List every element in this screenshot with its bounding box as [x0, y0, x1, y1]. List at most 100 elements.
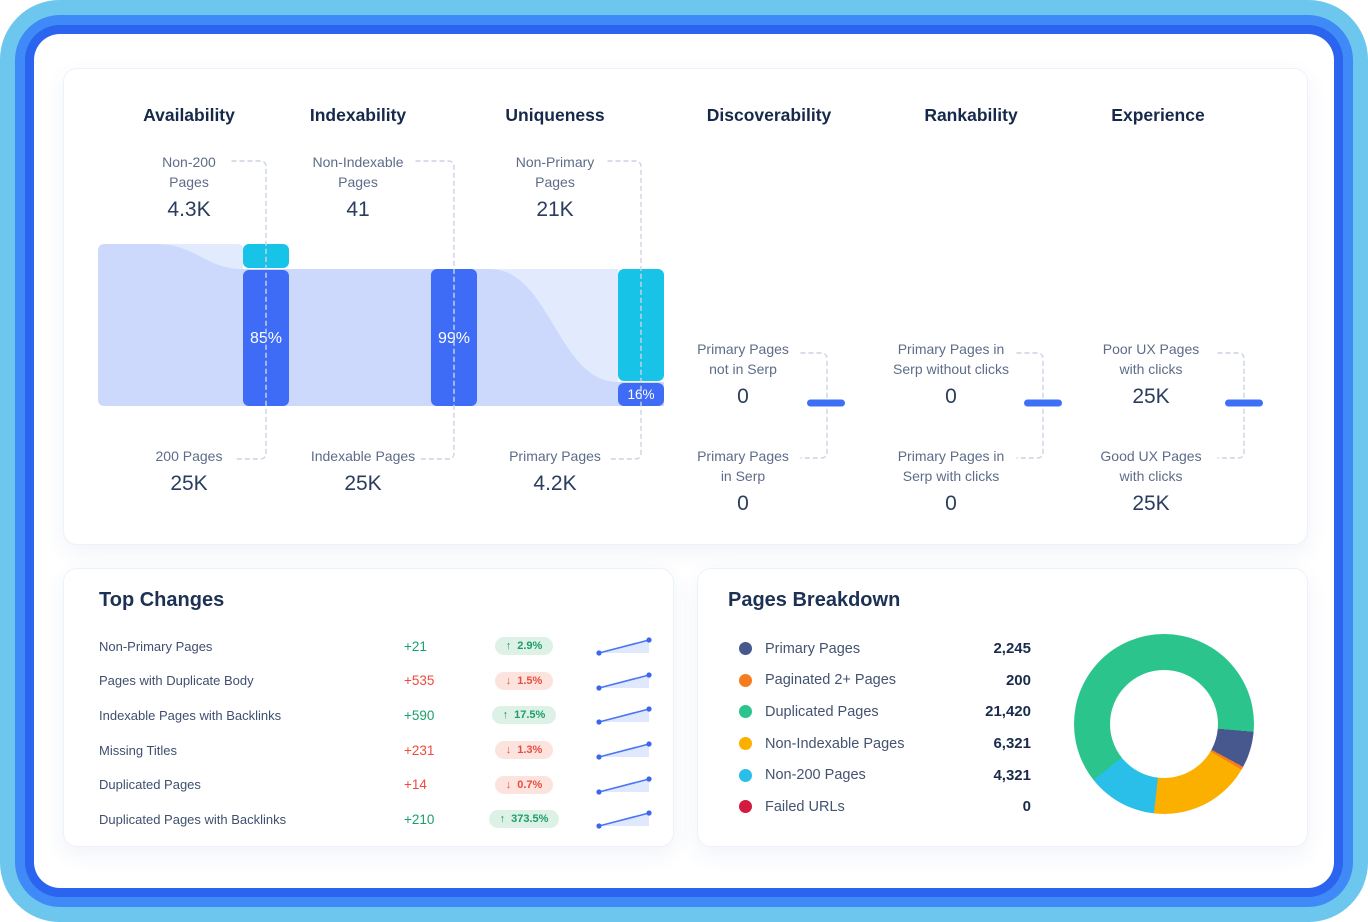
legend-dot: [739, 673, 752, 687]
metric-value: 0: [945, 492, 957, 515]
change-label: Missing Titles: [99, 742, 178, 758]
metric-label: Non-Primary Pages: [515, 154, 595, 190]
funnel-bar-uniqueness-lost[interactable]: [618, 269, 664, 381]
seo-funnel-card: Availability Indexability Uniqueness Dis…: [63, 68, 1308, 545]
dashboard-page: Availability Indexability Uniqueness Dis…: [34, 34, 1334, 888]
metric-non-200-pages: Non-200 Pages 4.3K: [104, 152, 274, 222]
legend-dot: [739, 705, 752, 719]
legend-value: 4,321: [993, 766, 1031, 784]
metric-value: 25K: [1132, 492, 1170, 515]
metric-label: Poor UX Pages with clicks: [1102, 341, 1200, 377]
funnel-percent-uniqueness: 16%: [627, 387, 654, 402]
top-changes-row[interactable]: Non-Primary Pages +21 ↑ 2.9%: [64, 629, 673, 664]
column-header-uniqueness: Uniqueness: [505, 105, 605, 125]
change-percent-badge: ↑ 2.9%: [494, 637, 554, 656]
legend-dot: [739, 800, 752, 814]
legend-value: 2,245: [993, 640, 1031, 658]
sparkline-chart: [596, 706, 652, 726]
change-percent-badge: ↓ 0.7%: [494, 775, 554, 794]
column-header-rankability: Rankability: [924, 105, 1018, 125]
legend-item[interactable]: Failed URLs 0: [739, 791, 1031, 823]
legend-value: 6,321: [993, 735, 1031, 753]
trend-arrow-icon: ↓: [505, 778, 512, 791]
legend-item[interactable]: Duplicated Pages 21,420: [739, 696, 1031, 728]
legend-item[interactable]: Non-Indexable Pages 6,321: [739, 728, 1031, 760]
change-delta: +535: [404, 673, 435, 689]
change-delta: +14: [404, 777, 427, 793]
metric-good-ux-pages: Good UX Pages with clicks 25K: [1066, 446, 1236, 516]
metric-in-serp-without-clicks: Primary Pages in Serp without clicks 0: [866, 339, 1036, 409]
metric-label: Primary Pages in Serp with clicks: [897, 448, 1005, 484]
top-changes-row[interactable]: Duplicated Pages with Backlinks +210 ↑ 3…: [64, 802, 673, 837]
top-changes-row[interactable]: Indexable Pages with Backlinks +590 ↑ 17…: [64, 698, 673, 733]
sparkline-chart: [596, 637, 652, 656]
change-delta: +210: [404, 811, 435, 827]
donut-hole: [1110, 670, 1218, 778]
metric-label: Primary Pages in Serp: [697, 448, 789, 484]
legend-dot: [739, 737, 752, 751]
sparkline-chart: [596, 776, 652, 795]
legend-item[interactable]: Paginated 2+ Pages 200: [739, 665, 1031, 697]
metric-label: Indexable Pages: [310, 448, 416, 464]
change-percent: 1.5%: [517, 674, 543, 687]
top-changes-row[interactable]: Pages with Duplicate Body +535 ↓ 1.5%: [64, 664, 673, 699]
change-label: Duplicated Pages with Backlinks: [99, 811, 287, 827]
legend-label: Duplicated Pages: [765, 703, 879, 720]
trend-arrow-icon: ↓: [505, 744, 512, 757]
change-percent: 17.5%: [514, 709, 546, 722]
change-label: Duplicated Pages: [99, 777, 201, 793]
top-changes-row[interactable]: Missing Titles +231 ↓ 1.3%: [64, 733, 673, 768]
legend-label: Primary Pages: [765, 640, 861, 657]
pages-breakdown-legend: Primary Pages 2,245 Paginated 2+ Pages 2…: [739, 633, 1031, 823]
change-delta: +21: [404, 638, 427, 654]
top-changes-list: Non-Primary Pages +21 ↑ 2.9% Pages with …: [64, 629, 673, 837]
metric-200-pages: 200 Pages 25K: [104, 446, 274, 496]
legend-label: Non-200 Pages: [765, 767, 866, 784]
legend-value: 200: [1005, 671, 1031, 689]
sparkline-chart: [596, 810, 652, 829]
funnel-bar-availability-lost[interactable]: [243, 244, 289, 268]
metric-label: Good UX Pages with clicks: [1100, 448, 1202, 484]
legend-dot: [739, 768, 752, 782]
donut-chart[interactable]: [1074, 634, 1254, 814]
funnel-loss-wave-availability: [156, 244, 243, 269]
top-changes-row[interactable]: Duplicated Pages +14 ↓ 0.7%: [64, 767, 673, 802]
metric-non-indexable-pages: Non-Indexable Pages 41: [273, 152, 443, 222]
column-header-discoverability: Discoverability: [706, 105, 832, 125]
legend-value: 21,420: [985, 703, 1031, 721]
metric-label: Non-Indexable Pages: [312, 154, 404, 190]
metric-indexable-pages: Indexable Pages 25K: [278, 446, 448, 496]
trend-arrow-icon: ↑: [499, 813, 506, 826]
legend-item[interactable]: Primary Pages 2,245: [739, 633, 1031, 665]
metric-label: Primary Pages not in Serp: [697, 341, 789, 377]
metric-value: 21K: [536, 198, 574, 221]
metric-value: 25K: [170, 472, 208, 495]
change-percent: 1.3%: [517, 744, 543, 757]
metric-label: Non-200 Pages: [162, 154, 216, 190]
change-label: Indexable Pages with Backlinks: [99, 707, 282, 723]
metric-primary-in-serp: Primary Pages in Serp 0: [658, 446, 828, 516]
change-percent-badge: ↓ 1.3%: [494, 741, 554, 760]
metric-poor-ux-pages: Poor UX Pages with clicks 25K: [1066, 339, 1236, 409]
metric-value: 0: [737, 385, 749, 408]
metric-in-serp-with-clicks: Primary Pages in Serp with clicks 0: [866, 446, 1036, 516]
legend-value: 0: [1022, 798, 1031, 816]
change-percent: 373.5%: [511, 813, 549, 826]
metric-value: 41: [346, 198, 370, 221]
sparkline-chart: [596, 741, 652, 760]
pages-breakdown-title: Pages Breakdown: [728, 589, 901, 611]
top-changes-title: Top Changes: [99, 589, 225, 611]
change-percent-badge: ↓ 1.5%: [494, 671, 554, 690]
sparkline-chart: [596, 672, 652, 691]
legend-label: Failed URLs: [765, 798, 845, 815]
metric-value: 0: [945, 385, 957, 408]
change-percent-badge: ↑ 17.5%: [491, 706, 557, 725]
legend-dot: [739, 642, 752, 656]
metric-value: 25K: [1132, 385, 1170, 408]
change-delta: +590: [404, 707, 435, 723]
legend-item[interactable]: Non-200 Pages 4,321: [739, 759, 1031, 791]
metric-label: Primary Pages in Serp without clicks: [893, 341, 1009, 377]
column-header-indexability: Indexability: [309, 105, 407, 125]
pages-breakdown-card: Pages Breakdown Primary Pages 2,245 Pagi…: [697, 568, 1308, 847]
change-label: Non-Primary Pages: [99, 638, 213, 654]
